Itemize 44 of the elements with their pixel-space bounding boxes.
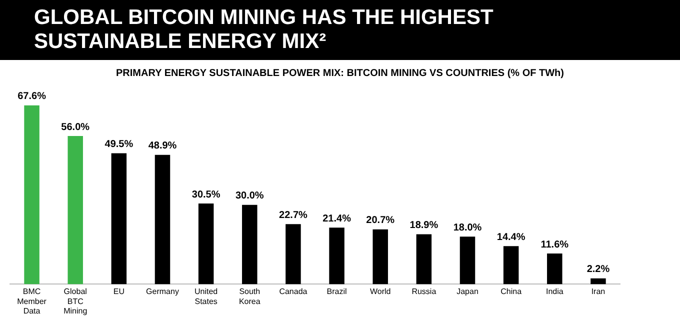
bar (329, 228, 344, 284)
bar (154, 154, 170, 284)
data-label: 48.9% (148, 140, 177, 152)
bar (242, 204, 258, 284)
data-label: 11.6% (540, 239, 569, 250)
bar (24, 105, 40, 284)
bar (460, 236, 476, 284)
data-label: 30.0% (235, 190, 264, 202)
chart-subtitle: PRIMARY ENERGY SUSTAINABLE POWER MIX: BITCOIN MINING VS COUNTRIES (% OF TWh) (115, 68, 565, 79)
x-tick-label: EU (113, 287, 125, 296)
x-tick-label: South Korea (238, 287, 261, 306)
data-label: 67.6% (18, 91, 46, 102)
x-tick-label: World (370, 287, 391, 296)
x-tick-label: BMC Member Data (17, 287, 47, 316)
x-tick-label: Brazil (326, 287, 348, 296)
bar (372, 229, 388, 284)
data-label: 18.9% (410, 220, 438, 231)
bar (111, 153, 127, 284)
x-tick-label: Russia (412, 287, 437, 296)
data-label: 56.0% (61, 122, 90, 133)
data-label: 21.4% (322, 213, 352, 224)
data-label: 18.0% (453, 222, 482, 234)
x-tick-label: Canada (279, 287, 308, 296)
chart-title: GLOBAL BITCOIN MINING HAS THE HIGHEST SUSTAINABLE ENERGY MIX² (0, 0, 680, 60)
data-label: 20.7% (366, 215, 395, 226)
bar (68, 136, 83, 284)
x-tick-label: India (546, 287, 564, 296)
x-tick-label: China (500, 287, 522, 296)
x-tick-label: Global BTC Mining (64, 287, 88, 316)
x-tick-label: United States (194, 287, 218, 306)
data-label: 2.2% (586, 264, 610, 276)
data-label: 14.4% (496, 232, 526, 243)
data-label: 30.5% (192, 189, 220, 200)
bar (416, 234, 432, 284)
bar (547, 254, 562, 284)
x-tick-label: Japan (456, 287, 478, 296)
x-tick-label: Germany (146, 287, 179, 296)
data-label: 22.7% (279, 210, 308, 221)
data-label: 49.5% (104, 138, 134, 150)
x-tick-label: Iran (591, 287, 606, 296)
bar (590, 278, 606, 284)
bar (503, 246, 519, 284)
bar (286, 224, 301, 284)
bar (198, 204, 214, 284)
